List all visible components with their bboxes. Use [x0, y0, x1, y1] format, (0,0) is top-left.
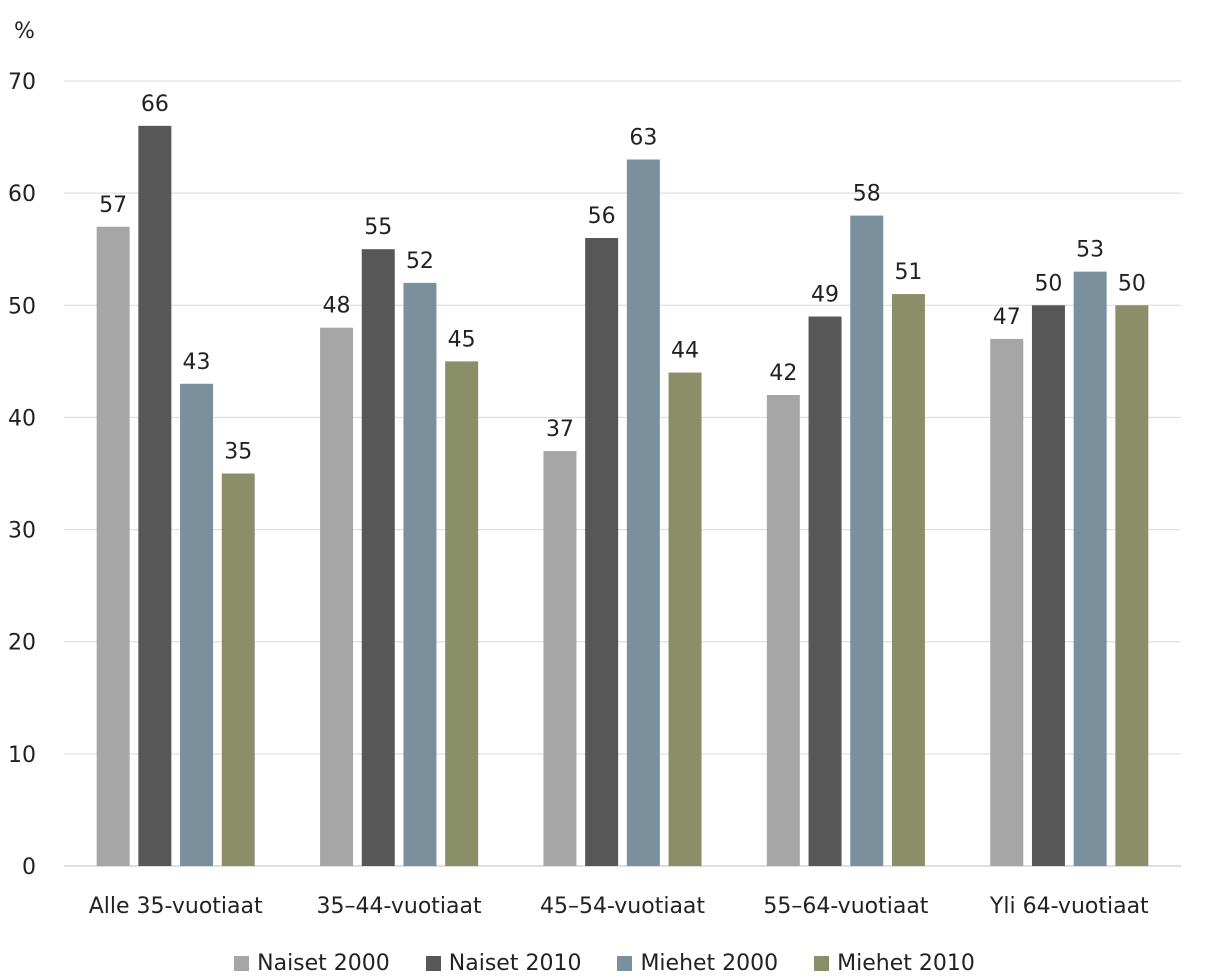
data-label: 63	[629, 126, 657, 151]
bars	[96, 125, 1149, 867]
x-tick-label: 35–44-vuotiaat	[317, 894, 482, 919]
x-tick-label: 45–54-vuotiaat	[540, 894, 705, 919]
data-label: 55	[364, 215, 392, 240]
bar	[1115, 305, 1149, 866]
bar	[221, 473, 255, 866]
bar	[626, 159, 660, 866]
y-tick-label: 10	[8, 743, 36, 768]
y-tick-label: 30	[8, 519, 36, 544]
bar	[1073, 271, 1107, 867]
bar	[585, 238, 619, 866]
data-label: 35	[224, 440, 252, 465]
legend-swatch	[814, 955, 830, 971]
y-tick-label: 0	[22, 855, 36, 880]
legend-label: Miehet 2010	[837, 950, 975, 976]
bar	[990, 338, 1024, 866]
data-label: 42	[769, 361, 797, 386]
legend-item: Miehet 2000	[617, 951, 778, 976]
legend-item: Miehet 2010	[814, 951, 975, 976]
legend-item: Naiset 2000	[234, 951, 390, 976]
bar	[891, 294, 925, 867]
x-tick-label: Yli 64-vuotiaat	[989, 894, 1149, 919]
bar	[403, 282, 437, 866]
y-tick-label: 40	[8, 406, 36, 431]
bar	[361, 249, 395, 866]
y-axis-ticks: 0 10 20 30 40 50 60 70	[8, 70, 36, 880]
bar	[96, 226, 130, 867]
bar	[668, 372, 702, 866]
bar	[1031, 305, 1065, 866]
bar	[543, 451, 577, 866]
data-label: 58	[853, 182, 881, 207]
data-label: 50	[1034, 271, 1062, 296]
x-tick-label: Alle 35-vuotiaat	[89, 894, 263, 919]
bar	[138, 125, 172, 867]
data-label: 43	[183, 350, 211, 375]
bar	[808, 316, 842, 866]
data-label: 57	[99, 193, 127, 218]
bar	[445, 361, 479, 866]
data-label: 53	[1076, 238, 1104, 263]
legend-swatch	[425, 955, 441, 971]
bar	[180, 383, 214, 866]
data-labels: 57 66 43 35 48 55 52 45 37 56 63 44 42 49 58 51 47 50 53 50	[99, 92, 1146, 465]
x-axis-ticks: Alle 35-vuotiaat 35–44-vuotiaat 45–54-vuot…	[89, 894, 1149, 919]
data-label: 47	[993, 305, 1021, 330]
data-label: 51	[894, 260, 922, 285]
y-tick-label: 50	[8, 294, 36, 319]
data-label: 52	[406, 249, 434, 274]
bar	[320, 327, 354, 866]
data-label: 45	[448, 327, 476, 352]
legend-item: Naiset 2010	[425, 950, 582, 976]
y-axis-unit-label: %	[14, 19, 35, 44]
data-label: 44	[671, 339, 699, 364]
bar	[766, 395, 800, 866]
legend-swatch	[617, 955, 633, 971]
y-tick-label: 60	[8, 182, 36, 207]
data-label: 48	[323, 294, 351, 319]
data-label: 50	[1118, 271, 1146, 296]
legend-label: Naiset 2000	[257, 950, 390, 976]
y-tick-label: 20	[8, 631, 36, 656]
data-label: 37	[546, 417, 574, 442]
data-label: 66	[141, 92, 169, 117]
data-label: 56	[588, 204, 616, 229]
legend-label: Miehet 2000	[640, 950, 779, 976]
data-label: 49	[811, 283, 839, 308]
legend-swatch	[234, 955, 250, 971]
bar	[850, 215, 884, 867]
legend: Naiset 2000 Naiset 2010 Miehet 2000 Miehet …	[0, 950, 1209, 976]
legend-label: Naiset 2010	[448, 950, 582, 976]
y-tick-label: 70	[8, 70, 36, 95]
x-tick-label: 55–64-vuotiaat	[763, 894, 928, 919]
